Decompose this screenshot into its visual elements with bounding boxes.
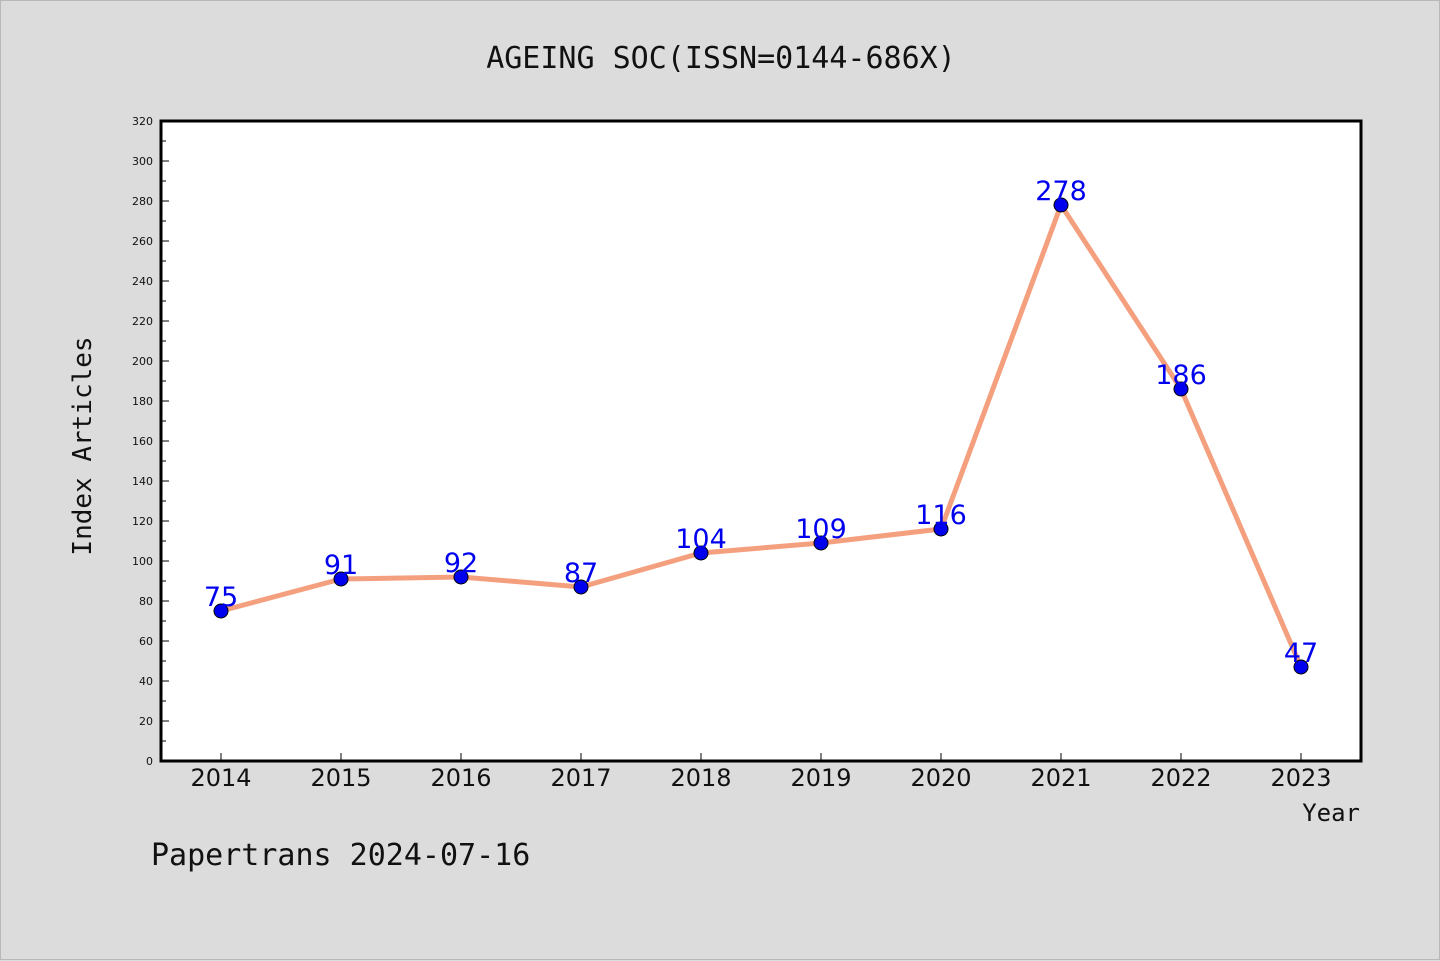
data-label: 75 bbox=[204, 582, 238, 613]
x-tick-label: 2023 bbox=[1270, 764, 1331, 792]
y-tick-label: 300 bbox=[132, 155, 153, 168]
y-tick-label: 80 bbox=[139, 595, 153, 608]
y-tick-label: 200 bbox=[132, 355, 153, 368]
x-tick-label: 2022 bbox=[1150, 764, 1211, 792]
y-tick-label: 180 bbox=[132, 395, 153, 408]
data-point bbox=[1053, 197, 1069, 213]
data-point bbox=[813, 535, 829, 551]
data-labels: 75 91 92 87 104 109 116 278 186 47 bbox=[204, 176, 1318, 669]
x-tick-label: 2017 bbox=[550, 764, 611, 792]
x-tick-label: 2020 bbox=[910, 764, 971, 792]
data-label: 278 bbox=[1035, 176, 1087, 207]
y-tick-label: 20 bbox=[139, 715, 153, 728]
data-point bbox=[933, 521, 949, 537]
y-tick-label: 160 bbox=[132, 435, 153, 448]
data-label: 116 bbox=[915, 500, 967, 531]
y-tick-label: 100 bbox=[132, 555, 153, 568]
y-tick-label: 0 bbox=[146, 755, 153, 768]
y-tick-label: 240 bbox=[132, 275, 153, 288]
y-tick-label: 120 bbox=[132, 515, 153, 528]
data-label: 91 bbox=[324, 550, 358, 581]
data-label: 104 bbox=[675, 524, 727, 555]
chart-title: AGEING SOC(ISSN=0144-686X) bbox=[486, 41, 956, 76]
data-point bbox=[1173, 381, 1189, 397]
y-tick-label: 220 bbox=[132, 315, 153, 328]
data-point bbox=[453, 569, 469, 585]
y-tick-label: 40 bbox=[139, 675, 153, 688]
y-tick-label: 320 bbox=[132, 115, 153, 128]
y-tick-label: 280 bbox=[132, 195, 153, 208]
x-tick-label: 2015 bbox=[310, 764, 371, 792]
y-tick-label: 60 bbox=[139, 635, 153, 648]
data-label: 109 bbox=[795, 514, 847, 545]
data-point bbox=[213, 603, 229, 619]
series-polyline bbox=[220, 202, 1304, 668]
x-axis: 2014 2015 2016 2017 2018 2019 2020 2021 2022 2023 bbox=[190, 753, 1332, 792]
x-axis-label: Year bbox=[1302, 799, 1360, 827]
plot-area bbox=[159, 119, 1363, 763]
data-label: 186 bbox=[1155, 360, 1207, 391]
y-axis: 0 20 40 60 80 100 120 140 160 180 200 220 240 260 280 3… bbox=[132, 115, 169, 768]
footer-credit: Papertrans 2024-07-16 bbox=[151, 838, 530, 873]
series-line bbox=[220, 202, 1304, 668]
x-tick-label: 2019 bbox=[790, 764, 851, 792]
y-axis-label: Index Articles bbox=[68, 336, 98, 555]
data-label: 87 bbox=[564, 558, 598, 589]
data-point bbox=[333, 571, 349, 587]
data-point bbox=[573, 579, 589, 595]
x-tick-label: 2018 bbox=[670, 764, 731, 792]
data-label: 92 bbox=[444, 548, 478, 579]
series-markers bbox=[213, 197, 1309, 675]
data-label: 47 bbox=[1284, 638, 1318, 669]
x-tick-label: 2016 bbox=[430, 764, 491, 792]
data-point bbox=[693, 545, 709, 561]
x-tick-label: 2014 bbox=[190, 764, 251, 792]
data-point bbox=[1293, 659, 1309, 675]
y-tick-label: 260 bbox=[132, 235, 153, 248]
x-tick-label: 2021 bbox=[1030, 764, 1091, 792]
y-tick-label: 140 bbox=[132, 475, 153, 488]
